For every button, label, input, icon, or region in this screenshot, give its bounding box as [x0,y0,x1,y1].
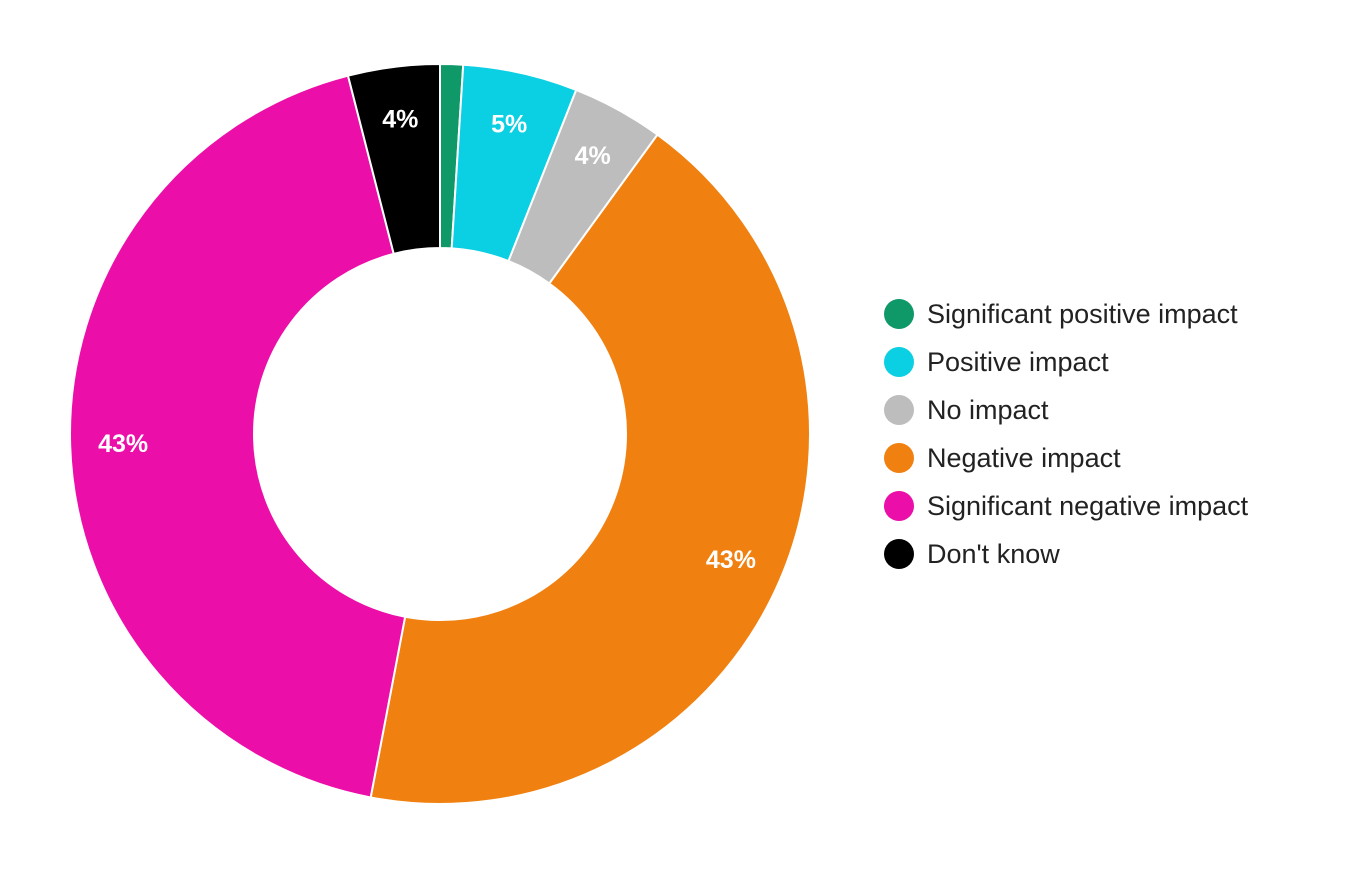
legend-item-dont-know: Don't know [884,530,1248,578]
slice-negative-impact [369,133,811,805]
legend-item-negative-impact: Negative impact [884,434,1248,482]
legend-item-no-impact: No impact [884,386,1248,434]
legend-label: Don't know [927,538,1060,569]
slice-don-t-know [346,62,441,256]
legend-marker [884,299,914,329]
legend-marker [884,491,914,521]
data-label: 43% [706,546,756,574]
legend-label: Significant positive impact [927,298,1238,329]
legend-item-significant-negative-impact: Significant negative impact [884,482,1248,530]
data-label: 4% [382,105,418,133]
slice-significant-negative-impact [69,74,407,799]
legend-marker [884,395,914,425]
data-label: 5% [491,111,527,139]
legend-marker [884,539,914,569]
legend-label: Significant negative impact [927,490,1249,521]
data-label: 4% [575,142,611,170]
legend-label: Negative impact [927,442,1121,473]
legend-label: Positive impact [927,346,1109,377]
legend-item-significant-positive-impact: Significant positive impact [884,290,1248,338]
legend-marker [884,443,914,473]
legend-item-positive-impact: Positive impact [884,338,1248,386]
chart-legend: Significant positive impact Positive imp… [884,290,1248,578]
legend-label: No impact [927,394,1049,425]
data-label: 43% [98,430,148,458]
legend-marker [884,347,914,377]
